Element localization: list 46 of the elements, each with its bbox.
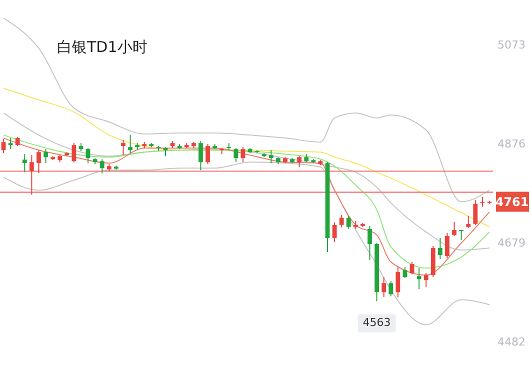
- candlestick: [480, 196, 485, 208]
- candlestick: [473, 199, 478, 226]
- candlestick: [382, 276, 386, 298]
- candlestick: [206, 144, 210, 165]
- y-tick-label: 4876: [498, 138, 526, 151]
- candlestick: [396, 266, 400, 298]
- y-tick-label: 5073: [498, 38, 526, 52]
- line-series: [3, 88, 490, 228]
- candlestick: [29, 154, 34, 196]
- candlestick: [368, 225, 372, 261]
- candlestick: [424, 272, 428, 288]
- candlestick: [388, 280, 394, 297]
- candlestick: [346, 215, 351, 230]
- annotation: 4563: [362, 316, 391, 330]
- line-series: [3, 18, 490, 202]
- candlestick: [128, 134, 132, 154]
- candlestick: [1, 138, 6, 154]
- candlestick: [100, 158, 104, 174]
- candlestick: [72, 142, 76, 163]
- candlestick: [297, 156, 302, 168]
- candlestick: [121, 140, 126, 156]
- candlestick: [44, 148, 48, 164]
- candlestick: [268, 150, 274, 164]
- candlestick: [240, 146, 246, 163]
- candlestick: [410, 262, 414, 275]
- candlestick: [8, 138, 13, 150]
- candlestick: [339, 214, 344, 228]
- text: 白银TD1小时: [57, 38, 148, 56]
- candlestick: [234, 148, 238, 163]
- candlestick: [22, 154, 27, 173]
- candlestick: [86, 148, 90, 164]
- candlestick: [332, 222, 337, 242]
- y-tick-label: 4679: [498, 236, 526, 250]
- candlestick: [163, 146, 168, 157]
- text: 4761: [495, 194, 529, 209]
- candlestick: [466, 215, 471, 228]
- candlestick: [416, 268, 422, 290]
- candlestick: [438, 237, 442, 260]
- candlestick: [445, 232, 450, 259]
- candlestick: [198, 140, 203, 171]
- candlestick: [452, 221, 456, 236]
- candlestick: [36, 150, 41, 174]
- candlestick: [15, 136, 20, 147]
- y-tick-label: 4482: [498, 335, 526, 348]
- candlestick: [459, 229, 464, 240]
- candlestick: [402, 266, 408, 279]
